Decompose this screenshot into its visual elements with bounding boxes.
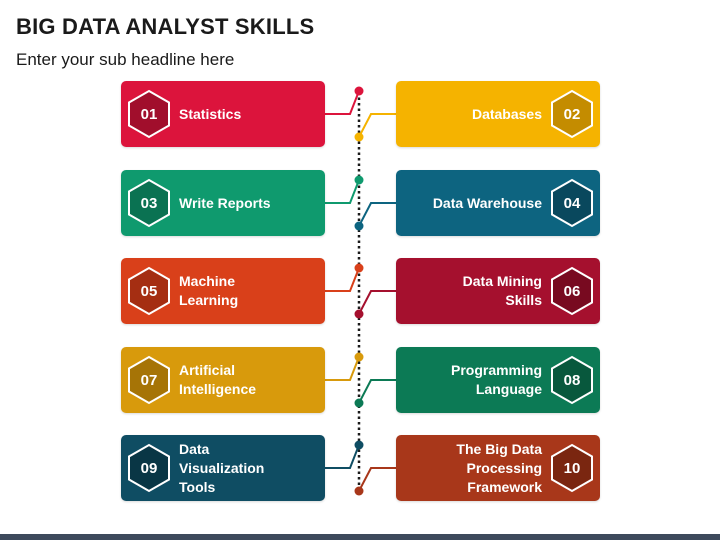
skill-card-07: 07 Artificial Intelligence xyxy=(121,347,325,413)
skill-label: Databases xyxy=(471,105,542,122)
hexagon-number-badge: 10 xyxy=(550,443,594,493)
page-subtitle: Enter your sub headline here xyxy=(16,50,235,69)
connector-line-09 xyxy=(325,444,360,469)
skill-card-04: Data Warehouse 04 xyxy=(396,170,600,236)
skill-card-08: Programming Language 08 xyxy=(396,347,600,413)
connector-dot-05 xyxy=(354,263,364,273)
connector-dot-02 xyxy=(354,132,364,142)
connector-dot-03 xyxy=(354,175,364,185)
skill-card-03: 03 Write Reports xyxy=(121,170,325,236)
skill-number: 03 xyxy=(140,194,158,212)
skill-label: Programming Language xyxy=(450,362,542,397)
connector-line-01 xyxy=(325,90,360,115)
connector-dot-10 xyxy=(354,486,364,496)
connector-line-10 xyxy=(358,467,396,492)
skill-number: 07 xyxy=(140,371,158,389)
page-title: BIG DATA ANALYST SKILLS xyxy=(16,14,315,39)
skill-number: 09 xyxy=(140,459,158,477)
skill-label: Data Mining Skills xyxy=(462,273,542,308)
skill-card-05: 05 Machine Learning xyxy=(121,258,325,324)
connector-dot-01 xyxy=(354,86,364,96)
skill-card-01: 01 Statistics xyxy=(121,81,325,147)
skill-number: 10 xyxy=(563,459,581,477)
skill-number: 05 xyxy=(140,282,158,300)
hexagon-number-badge: 09 xyxy=(127,443,171,493)
skill-number: 01 xyxy=(140,105,158,123)
connector-dot-06 xyxy=(354,309,364,319)
skill-number: 02 xyxy=(563,105,581,123)
skill-card-09: 09 Data Visualization Tools xyxy=(121,435,325,501)
skill-label: The Big Data Processing Framework xyxy=(456,440,542,495)
connector-line-04 xyxy=(358,202,396,227)
hexagon-number-badge: 02 xyxy=(550,89,594,139)
hexagon-number-badge: 07 xyxy=(127,355,171,405)
hexagon-number-badge: 06 xyxy=(550,266,594,316)
skill-card-02: Databases 02 xyxy=(396,81,600,147)
skill-label: Artificial Intelligence xyxy=(179,362,257,397)
hexagon-number-badge: 05 xyxy=(127,266,171,316)
skill-card-06: Data Mining Skills 06 xyxy=(396,258,600,324)
connector-dot-09 xyxy=(354,440,364,450)
hexagon-number-badge: 04 xyxy=(550,178,594,228)
skill-card-10: The Big Data Processing Framework 10 xyxy=(396,435,600,501)
connector-line-02 xyxy=(358,113,396,138)
skill-label: Data Warehouse xyxy=(432,194,542,211)
connector-line-07 xyxy=(325,356,360,381)
hexagon-number-badge: 01 xyxy=(127,89,171,139)
hexagon-number-badge: 03 xyxy=(127,178,171,228)
connector-dot-04 xyxy=(354,221,364,231)
skill-number: 04 xyxy=(563,194,581,212)
skill-number: 08 xyxy=(563,371,581,389)
hexagon-number-badge: 08 xyxy=(550,355,594,405)
connector-line-08 xyxy=(358,379,396,404)
bottom-accent-bar xyxy=(0,534,720,540)
skill-label: Data Visualization Tools xyxy=(179,440,265,495)
skill-label: Machine Learning xyxy=(179,273,239,308)
skill-number: 06 xyxy=(563,282,581,300)
connector-line-06 xyxy=(358,290,396,315)
connector-dot-07 xyxy=(354,352,364,362)
skill-label: Statistics xyxy=(179,105,242,122)
skill-label: Write Reports xyxy=(179,194,271,211)
connector-line-03 xyxy=(325,179,360,204)
connector-dot-08 xyxy=(354,398,364,408)
connector-line-05 xyxy=(325,267,360,292)
